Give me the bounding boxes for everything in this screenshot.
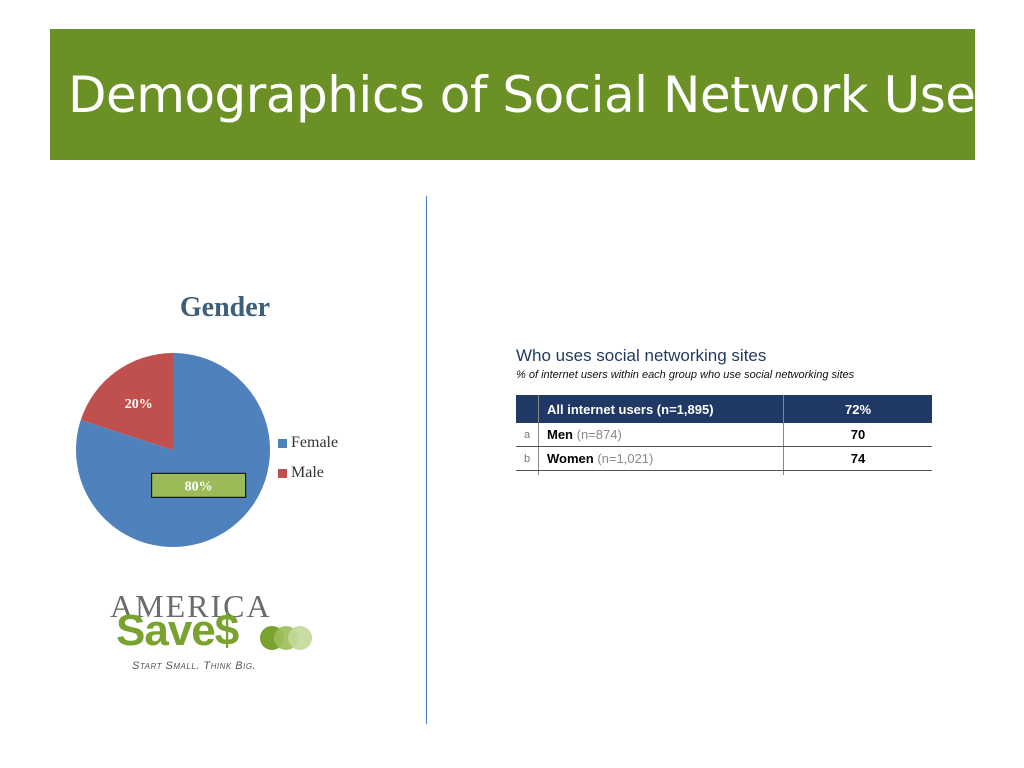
- table-row: a Men (n=874) 70: [516, 423, 932, 447]
- legend-label-female: Female: [291, 434, 339, 451]
- pie-slice-female: [76, 353, 271, 547]
- social-table: All internet users (n=1,895) 72% a Men (…: [516, 395, 932, 475]
- table-tail: [516, 470, 933, 476]
- legend-swatch-female: [278, 438, 287, 448]
- title-bar: Demographics of Social Network Users: [50, 29, 1022, 160]
- row-n: (n=874): [576, 427, 622, 442]
- table-header-index: [516, 395, 539, 423]
- row-label: Women (n=1,021): [538, 446, 784, 471]
- legend-label-male: Male: [291, 464, 324, 481]
- tail-label: [538, 470, 784, 475]
- row-index: b: [516, 446, 539, 471]
- logo-saves-text: Save$: [116, 606, 239, 655]
- table-header-row: All internet users (n=1,895) 72%: [516, 395, 932, 423]
- row-value: 74: [783, 446, 932, 471]
- table-title: Who uses social networking sites: [516, 346, 767, 365]
- legend-swatch-male: [278, 468, 287, 478]
- row-label-text: Women: [547, 451, 594, 466]
- column-divider: [426, 196, 427, 724]
- pie-slice-male: [80, 353, 173, 450]
- pie-data-label-male: 20%: [125, 397, 153, 412]
- row-label-text: Men: [547, 427, 573, 442]
- tail-value: [784, 471, 933, 476]
- logo-coins-icon: [260, 626, 312, 650]
- social-table-block: Who uses social networking sites % of in…: [516, 346, 936, 475]
- pie-legend: Female Male: [278, 428, 338, 488]
- table-header-label: All internet users (n=1,895): [538, 395, 784, 423]
- legend-item-male: Male: [278, 458, 338, 488]
- table-row: b Women (n=1,021) 74: [516, 446, 932, 471]
- row-value: 70: [783, 423, 932, 447]
- pie-data-label-female: 80%: [185, 479, 213, 494]
- legend-item-female: Female: [278, 428, 338, 458]
- table-header-value: 72%: [783, 395, 932, 423]
- row-index: a: [516, 423, 539, 447]
- row-label: Men (n=874): [538, 423, 784, 447]
- table-subtitle: % of internet users within each group wh…: [516, 369, 855, 381]
- logo-tagline: Start Small. Think Big.: [132, 660, 257, 672]
- tail-index: [516, 470, 539, 475]
- row-n: (n=1,021): [597, 451, 654, 466]
- logo-america-text: AMERICA: [110, 588, 272, 624]
- pie-chart-title: Gender: [179, 292, 271, 323]
- slide-title: Demographics of Social Network Users: [68, 66, 1022, 124]
- pie-label-box-female: [151, 472, 247, 498]
- america-saves-logo: AMERICA Save$ Start Small. Think Big.: [110, 588, 320, 683]
